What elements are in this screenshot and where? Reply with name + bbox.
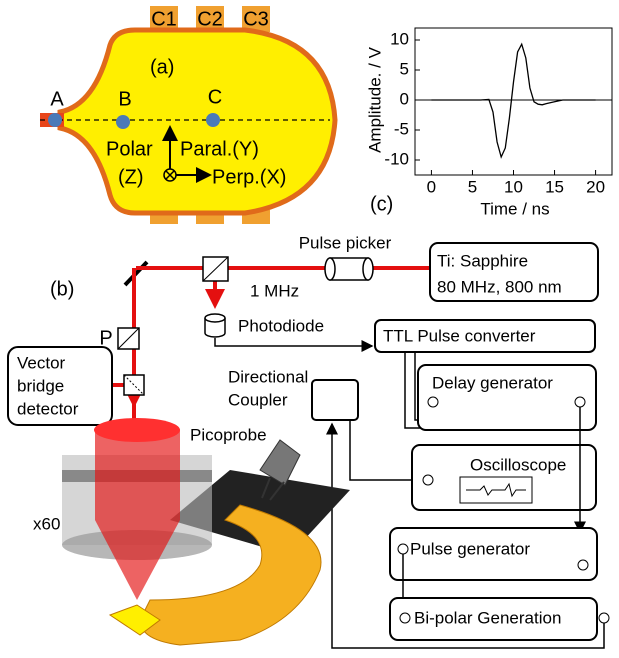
- label: Ti: Sapphire: [437, 251, 528, 270]
- label: Oscilloscope: [470, 455, 566, 474]
- point-label: C: [208, 86, 222, 108]
- contact-label: C1: [151, 8, 177, 30]
- label: Delay generator: [432, 373, 553, 392]
- port: [599, 613, 609, 623]
- axis-label: Polar: [106, 138, 153, 160]
- label: Bi-polar Generation: [414, 608, 561, 627]
- panel-label: (b): [50, 278, 74, 300]
- port: [398, 544, 408, 554]
- label: TTL Pulse converter: [383, 326, 536, 345]
- point-label: A: [50, 88, 64, 110]
- axis-label: Perp.(X): [212, 166, 286, 188]
- x-tick-label: 0: [427, 177, 436, 196]
- x-tick-label: 10: [504, 177, 523, 196]
- contact-label: C3: [243, 8, 269, 30]
- x-tick-label: 20: [586, 177, 605, 196]
- figure: C1 C2 C3 (a) A B C Polar (Z) Paral.(Y) P…: [0, 0, 619, 653]
- label: Directional: [228, 367, 308, 386]
- y-tick-label: -5: [394, 119, 409, 138]
- photodiode: [205, 314, 225, 322]
- x-axis-label: Time / ns: [480, 199, 549, 218]
- label: Pulse generator: [410, 539, 530, 558]
- label: 80 MHz, 800 nm: [437, 277, 562, 296]
- port: [400, 613, 410, 623]
- x-tick-label: 15: [545, 177, 564, 196]
- port: [575, 397, 585, 407]
- y-axis-label: Amplitude. / V: [365, 46, 384, 152]
- wire: [215, 338, 372, 346]
- label: Coupler: [228, 390, 288, 409]
- label: Vector: [17, 353, 66, 372]
- waveform: [431, 44, 595, 157]
- contact-label: C2: [197, 8, 223, 30]
- axis-label: Paral.(Y): [180, 138, 259, 160]
- coupler-box: [312, 380, 358, 420]
- port: [578, 560, 588, 570]
- label: Picoprobe: [190, 425, 267, 444]
- y-tick-label: -10: [384, 149, 409, 168]
- y-tick-label: 10: [390, 29, 409, 48]
- chart-c: (c) Time / ns Amplitude. / V -10 -5 0 5 10 0 5…: [365, 28, 612, 218]
- label: 1 MHz: [250, 281, 299, 300]
- x-tick-label: 5: [468, 177, 477, 196]
- label: Pulse picker: [299, 233, 392, 252]
- label: P: [99, 327, 112, 349]
- panel-label: (a): [150, 56, 174, 78]
- pulse-picker: [363, 258, 373, 280]
- label: bridge: [17, 376, 64, 395]
- panel-b: (b) Pulse picker Ti: Sapphire 80 MHz, 80…: [8, 233, 609, 648]
- pulse-picker: [325, 258, 335, 280]
- device-body: [60, 30, 335, 213]
- point: [48, 113, 62, 127]
- y-tick-label: 5: [400, 59, 409, 78]
- point: [206, 113, 220, 127]
- port: [428, 397, 438, 407]
- panel-label: (c): [370, 193, 393, 215]
- point-label: B: [118, 88, 131, 110]
- y-tick-label: 0: [400, 89, 409, 108]
- objective-lens: [94, 418, 180, 442]
- panel-a: C1 C2 C3 (a) A B C Polar (Z) Paral.(Y) P…: [40, 6, 335, 224]
- objective-lens: [95, 430, 180, 600]
- port: [423, 475, 433, 485]
- label: x60: [33, 514, 60, 533]
- axis-label: (Z): [118, 166, 144, 188]
- label: Photodiode: [238, 316, 324, 335]
- label: detector: [17, 399, 79, 418]
- plot-frame: [415, 28, 612, 175]
- point: [116, 115, 130, 129]
